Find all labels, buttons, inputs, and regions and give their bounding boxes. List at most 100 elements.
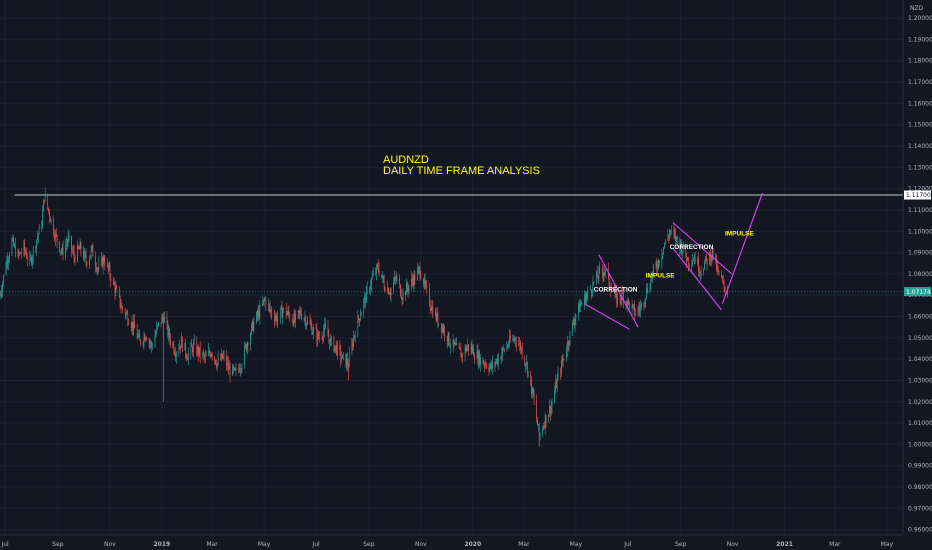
candle-body: [721, 274, 722, 278]
candle-body: [244, 346, 245, 366]
candle-body: [567, 341, 569, 346]
candle-body: [542, 429, 543, 434]
candle-body: [181, 337, 182, 349]
trend-line[interactable]: [672, 222, 733, 275]
candle-body: [311, 325, 313, 335]
candle-body: [574, 318, 576, 325]
candle-body: [328, 336, 330, 339]
candle-body: [317, 332, 319, 341]
candle-body: [632, 304, 634, 306]
candle-body: [282, 310, 284, 318]
candle-body: [395, 278, 397, 279]
trend-drawings[interactable]: [584, 192, 763, 330]
candle-body: [371, 278, 372, 287]
candle-body: [575, 314, 577, 319]
candle-body: [12, 237, 14, 240]
candle-body: [596, 272, 598, 278]
candle-body: [411, 278, 413, 281]
candle-body: [323, 330, 325, 338]
time-axis[interactable]: Jul Sep Nov 2019 Mar May Jul Sep Nov 2020 Mar May Ju…: [0, 534, 903, 548]
candle-body: [228, 367, 230, 370]
candle-body: [532, 387, 533, 394]
candle-body: [631, 304, 633, 310]
candle-body: [662, 253, 664, 256]
candle-body: [276, 316, 278, 323]
trend-line[interactable]: [721, 192, 763, 304]
candle-body: [79, 242, 81, 250]
candle-body: [394, 277, 396, 279]
candle-body: [449, 344, 451, 347]
candle-body: [613, 289, 615, 294]
candle-body: [334, 346, 336, 352]
candle-body: [597, 277, 599, 279]
candle-body: [252, 321, 254, 331]
candle-body: [492, 362, 493, 369]
candle-body: [291, 318, 293, 322]
resistance-price-badge: [904, 190, 931, 200]
candle-body: [86, 262, 88, 265]
candle-body: [139, 334, 141, 340]
candle-body: [193, 343, 194, 353]
candle-body: [61, 250, 62, 252]
candle-body: [176, 352, 177, 357]
candle-body: [458, 343, 460, 348]
candle-body: [520, 342, 521, 350]
candle-body: [347, 358, 348, 365]
candle-body: [454, 343, 456, 345]
candle-body: [655, 263, 657, 266]
candle-body: [250, 334, 251, 347]
candle-body: [586, 294, 588, 297]
candle-body: [447, 332, 449, 342]
price-axis[interactable]: NZD 0.96000 0.97000 0.98000 0.99000 1.00000 1…: [902, 0, 932, 550]
candle-body: [287, 310, 289, 314]
annotations: CORRECTION IMPULSE CORRECTION IMPULSE: [594, 231, 755, 294]
candle-body: [341, 358, 342, 360]
candle-body: [372, 273, 374, 277]
candle-body: [72, 250, 73, 252]
time-tick-label: Sep: [363, 541, 375, 548]
candle-body: [537, 419, 538, 426]
candle-body: [414, 274, 416, 281]
candle-body: [239, 369, 241, 372]
candle-body: [154, 335, 156, 347]
candle-body: [295, 313, 296, 322]
candle-body: [521, 347, 523, 357]
candle-body: [466, 347, 468, 352]
candle-body: [705, 256, 707, 259]
grid-lines: [0, 0, 903, 535]
candle-body: [277, 317, 279, 323]
candle-body: [37, 237, 38, 240]
candle-body: [196, 341, 198, 355]
candle-body: [530, 370, 532, 381]
wave-annotation-label: IMPULSE: [725, 231, 755, 238]
candle-body: [377, 265, 378, 266]
candle-body: [584, 294, 585, 304]
candle-body: [15, 244, 16, 256]
candle-body: [214, 356, 215, 360]
candle-body: [497, 358, 498, 364]
candle-body: [239, 368, 240, 372]
candle-body: [315, 327, 317, 330]
candle-body: [676, 236, 678, 241]
candle-body: [531, 380, 532, 394]
trend-line[interactable]: [584, 303, 630, 330]
trend-line[interactable]: [672, 247, 722, 311]
candle-body: [245, 344, 246, 347]
candle-body: [61, 247, 63, 252]
candle-body: [226, 355, 227, 367]
candle-body: [365, 289, 367, 303]
price-tick-label: 1.04000: [908, 356, 932, 363]
candle-body: [459, 347, 461, 350]
candle-body: [448, 332, 450, 345]
candle-body: [423, 278, 425, 286]
candle-body: [400, 284, 401, 296]
price-tick-label: 1.17000: [908, 79, 932, 86]
candle-body: [138, 334, 140, 337]
price-tick-label: 1.12000: [908, 186, 932, 193]
trend-line[interactable]: [598, 254, 639, 328]
candle-body: [401, 298, 403, 301]
candle-body: [669, 233, 670, 238]
candle-body: [470, 346, 472, 351]
